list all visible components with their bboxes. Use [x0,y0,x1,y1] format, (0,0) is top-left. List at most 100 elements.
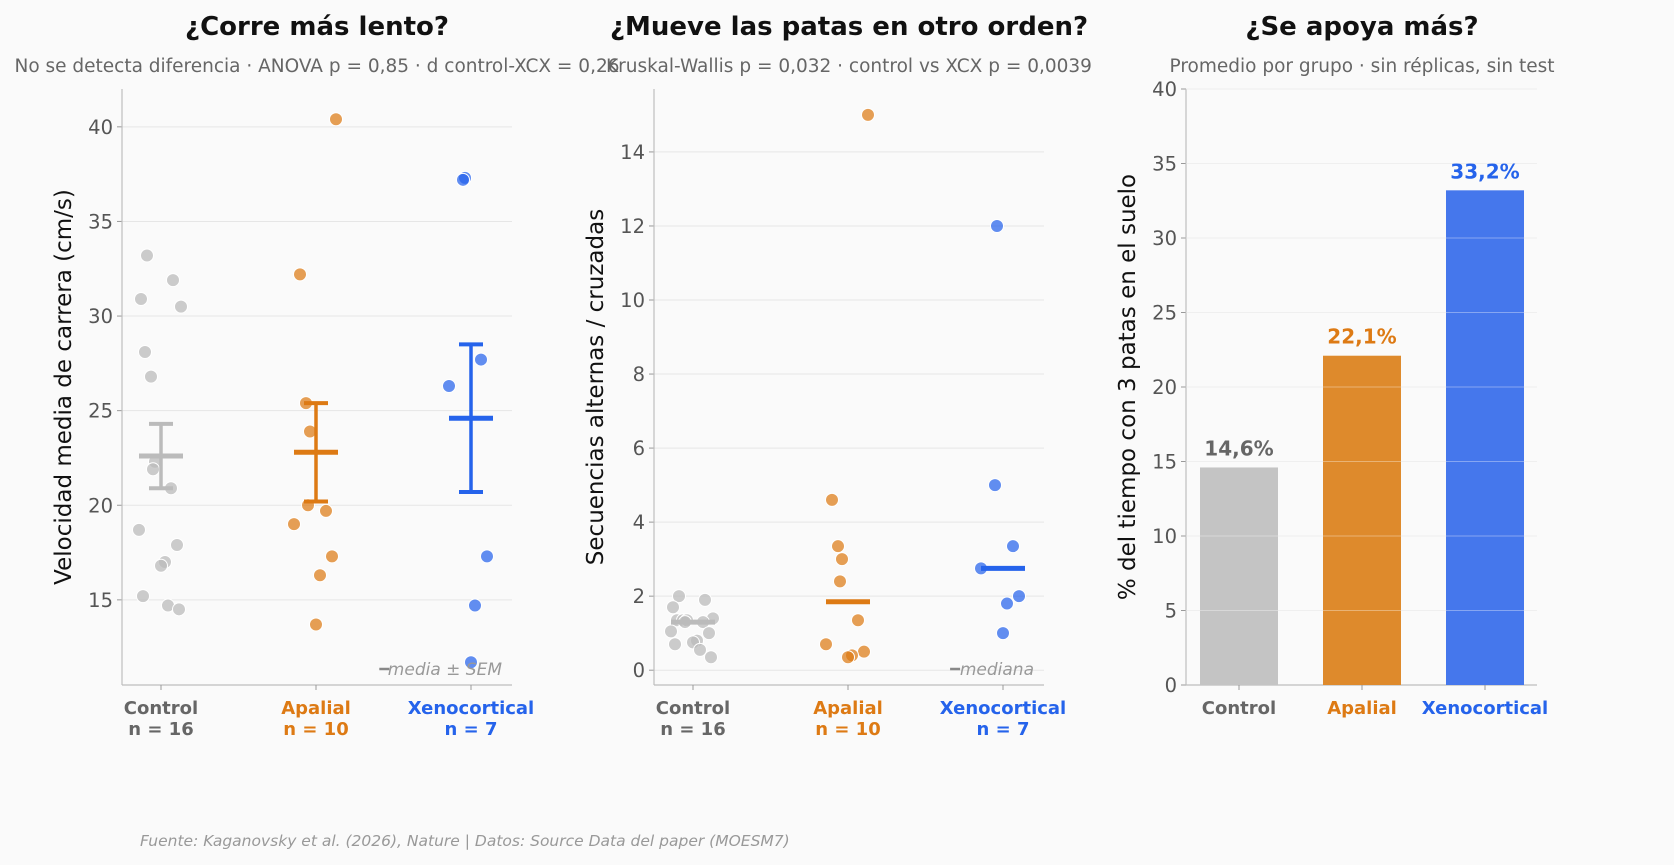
n-label: n = 16 [660,719,725,740]
data-point [170,537,184,552]
data-point [835,552,849,567]
bar-value-label: 14,6% [1204,436,1273,460]
y-tick-label: 20 [88,494,113,517]
data-point [841,650,855,665]
y-tick-label: 12 [620,215,645,238]
data-point [468,598,482,613]
y-tick-label: 0 [633,659,645,682]
data-point [146,462,160,477]
data-point [831,539,845,554]
data-point [1006,539,1020,554]
data-point [1000,596,1014,611]
y-tick-label: 25 [88,400,113,423]
data-point [693,642,707,657]
data-point [861,107,875,122]
x-tick-label: Control [1202,698,1276,719]
y-tick-label: 4 [633,511,645,534]
bar-value-label: 22,1% [1327,325,1396,349]
n-label: n = 7 [445,719,498,740]
panel-3: ¿Se apoya más? Promedio por grupo · sin r… [1115,12,1554,719]
bar-value-label: 33,2% [1450,159,1519,183]
y-tick-label: 15 [1152,451,1177,474]
summary-note: media ± SEM [388,660,503,680]
data-point [144,369,158,384]
data-point [313,568,327,583]
data-point [166,273,180,288]
data-point [287,517,301,532]
data-point [851,613,865,628]
y-tick-label: 25 [1152,302,1177,325]
y-tick-label: 30 [1152,227,1177,250]
data-point [442,379,456,394]
n-label: n = 7 [977,719,1030,740]
y-tick-label: 6 [633,437,645,460]
panel-title: ¿Se apoya más? [1245,12,1478,42]
data-point [1012,589,1026,604]
panel-subtitle: No se detecta diferencia · ANOVA p = 0,8… [15,56,620,77]
data-point [140,248,154,263]
data-point [319,503,333,518]
n-label: n = 10 [815,719,880,740]
bar [1446,190,1524,685]
data-point [464,655,478,670]
data-point [325,549,339,564]
data-point [702,626,716,641]
panel-subtitle: Kruskal-Wallis p = 0,032 · control vs XC… [606,56,1092,77]
summary-note: mediana [960,660,1034,680]
data-point [172,602,186,617]
panel-2: ¿Mueve las patas en otro orden? Kruskal-W… [583,12,1092,740]
data-point [474,352,488,367]
data-point [833,574,847,589]
y-tick-label: 0 [1165,674,1177,697]
data-point [293,267,307,282]
y-tick-label: 14 [620,141,645,164]
y-tick-label: 40 [88,116,113,139]
data-point [134,292,148,307]
y-tick-label: 35 [1152,153,1177,176]
data-point [136,589,150,604]
data-point [698,592,712,607]
data-point [666,600,680,615]
data-point [990,218,1004,233]
panel-subtitle: Promedio por grupo · sin réplicas, sin t… [1170,56,1555,77]
data-point [996,626,1010,641]
y-tick-label: 35 [88,210,113,233]
x-tick-label: Xenocortical [940,698,1066,719]
y-tick-label: 2 [633,585,645,608]
y-axis-label: Secuencias alternas / cruzadas [583,209,609,565]
y-axis-label: % del tiempo con 3 patas en el suelo [1115,174,1141,600]
x-tick-label: Apalial [281,698,351,719]
panel-1: ¿Corre más lento? No se detecta diferenci… [15,12,620,740]
panel-title: ¿Corre más lento? [185,12,449,42]
data-point [174,299,188,314]
y-tick-label: 15 [88,589,113,612]
data-point [154,558,168,573]
y-tick-label: 10 [620,289,645,312]
source-note: Fuente: Kaganovsky et al. (2026), Nature… [140,832,790,850]
x-tick-label: Apalial [1327,698,1397,719]
panel-title: ¿Mueve las patas en otro orden? [610,12,1088,42]
data-point [309,617,323,632]
bar [1200,467,1278,685]
data-point [672,589,686,604]
data-point [819,637,833,652]
data-point [456,172,470,187]
y-tick-label: 8 [633,363,645,386]
data-point [664,624,678,639]
data-point [480,549,494,564]
x-tick-label: Apalial [813,698,883,719]
x-tick-label: Xenocortical [1422,698,1548,719]
data-point [988,478,1002,493]
y-tick-label: 30 [88,305,113,328]
data-point [704,650,718,665]
y-tick-label: 40 [1152,78,1177,101]
data-point [857,644,871,659]
bar [1323,355,1401,685]
y-tick-label: 20 [1152,376,1177,399]
n-label: n = 16 [128,719,193,740]
data-point [138,344,152,359]
x-tick-label: Xenocortical [408,698,534,719]
x-tick-label: Control [656,698,730,719]
data-point [132,522,146,537]
